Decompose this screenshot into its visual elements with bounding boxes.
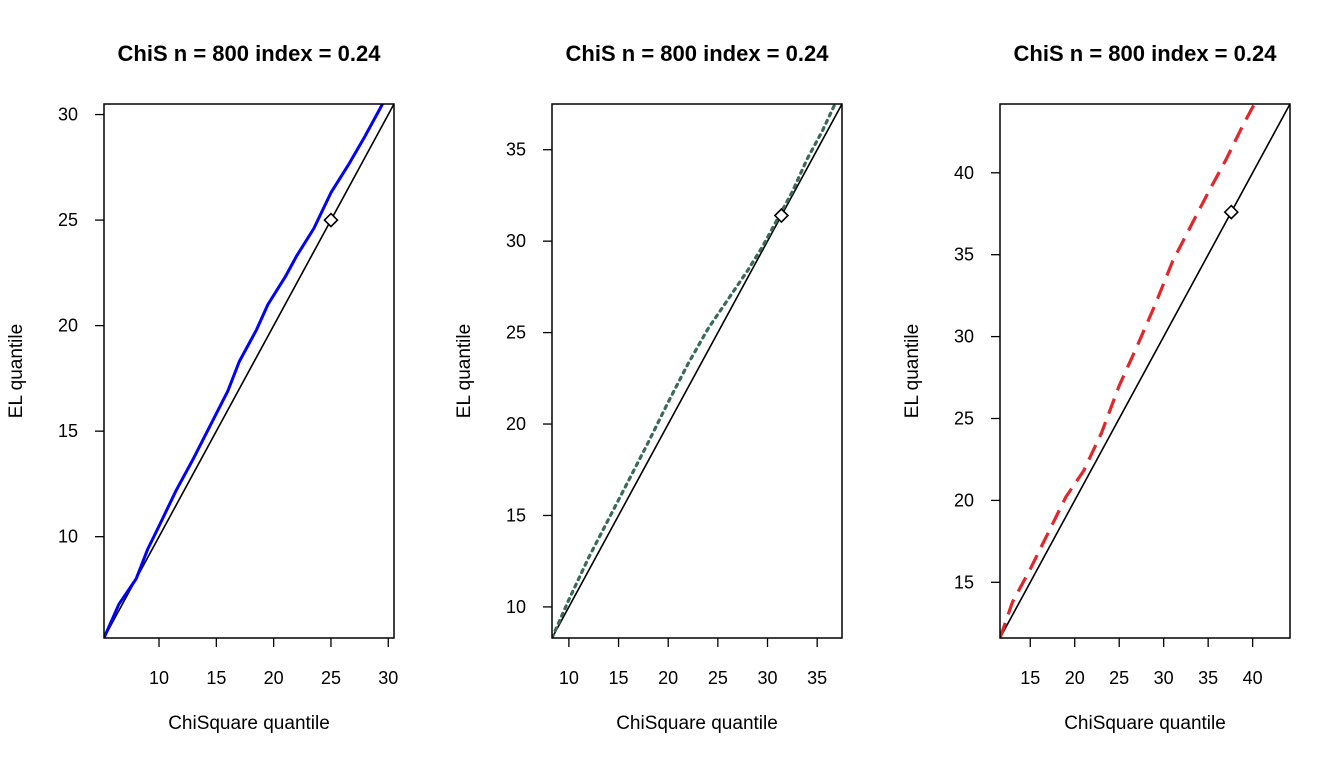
y-tick-label: 35	[954, 245, 974, 265]
x-tick-label: 25	[321, 668, 341, 688]
x-tick-label: 15	[206, 668, 226, 688]
y-tick-label: 25	[58, 210, 78, 230]
y-axis-label: EL quantile	[902, 324, 923, 418]
diamond-marker	[323, 212, 339, 228]
reference-line	[1000, 104, 1290, 638]
plot-frame	[999, 103, 1291, 639]
x-tick-label: 20	[1065, 668, 1085, 688]
chart-panel-2: ChiS n = 800 index = 0.24 EL quantile ChiS…	[454, 41, 843, 734]
y-tick-label: 20	[58, 316, 78, 336]
x-tick-label: 25	[708, 668, 728, 688]
chart-title: ChiS n = 800 index = 0.24	[566, 41, 830, 66]
x-tick-label: 25	[1109, 668, 1129, 688]
x-tick-label: 40	[1243, 668, 1263, 688]
chart-panel-3: ChiS n = 800 index = 0.24 EL quantile ChiS…	[902, 41, 1291, 734]
series-line-dotted	[552, 104, 837, 638]
x-tick-label: 35	[1198, 668, 1218, 688]
x-axis-label: ChiSquare quantile	[168, 713, 330, 734]
chart-panel-1: ChiS n = 800 index = 0.24 EL quantile ChiS…	[6, 41, 398, 734]
x-tick-label: 20	[264, 668, 284, 688]
y-tick-label: 30	[954, 327, 974, 347]
y-tick-label: 30	[58, 105, 78, 125]
reference-line	[552, 104, 842, 638]
diamond-marker	[1223, 204, 1239, 220]
y-tick-label: 25	[506, 323, 526, 343]
plot-frame	[103, 103, 395, 639]
x-tick-label: 10	[559, 668, 579, 688]
x-tick-label: 30	[757, 668, 777, 688]
y-tick-label: 25	[954, 409, 974, 429]
series-line-dashed	[1000, 104, 1256, 638]
x-axis-label: ChiSquare quantile	[616, 713, 778, 734]
x-tick-label: 30	[378, 668, 398, 688]
x-tick-label: 20	[658, 668, 678, 688]
y-tick-label: 30	[506, 231, 526, 251]
y-axis-label: EL quantile	[454, 324, 475, 418]
chart-title: ChiS n = 800 index = 0.24	[1014, 41, 1278, 66]
y-tick-label: 10	[58, 527, 78, 547]
y-tick-label: 40	[954, 163, 974, 183]
x-tick-label: 30	[1154, 668, 1174, 688]
diamond-marker	[773, 207, 790, 224]
plot-frame	[551, 103, 843, 639]
chart-title: ChiS n = 800 index = 0.24	[118, 41, 382, 66]
reference-line	[104, 104, 394, 638]
y-axis-label: EL quantile	[6, 324, 27, 418]
y-tick-label: 35	[506, 140, 526, 160]
x-axis-label: ChiSquare quantile	[1064, 713, 1226, 734]
y-tick-label: 15	[954, 572, 974, 592]
x-tick-label: 35	[807, 668, 827, 688]
x-tick-label: 15	[1020, 668, 1040, 688]
x-tick-label: 10	[149, 668, 169, 688]
y-tick-label: 15	[506, 505, 526, 525]
y-tick-label: 20	[954, 490, 974, 510]
y-tick-label: 20	[506, 414, 526, 434]
x-tick-label: 15	[609, 668, 629, 688]
series-line-solid	[104, 104, 384, 638]
y-tick-label: 10	[506, 597, 526, 617]
y-tick-label: 15	[58, 421, 78, 441]
